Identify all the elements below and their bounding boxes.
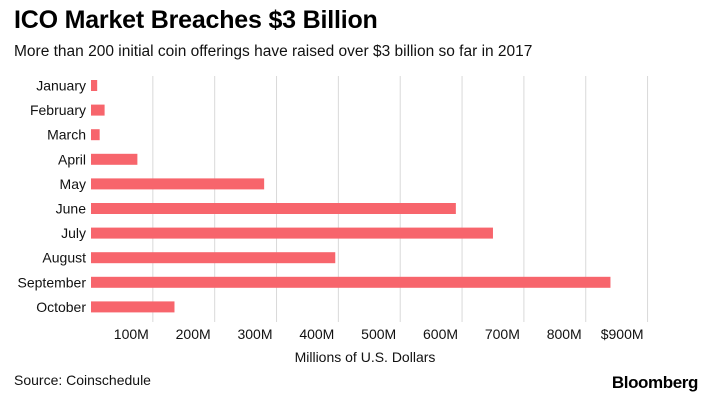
category-label-august: August: [42, 250, 86, 266]
x-tick-label: 500M: [361, 326, 396, 342]
bar-january: [91, 80, 98, 91]
bar-may: [91, 178, 265, 190]
category-label-may: May: [60, 176, 86, 192]
x-tick-label: 200M: [176, 326, 211, 342]
chart-title: ICO Market Breaches $3 Billion: [14, 6, 378, 34]
bar-september: [91, 276, 611, 288]
category-label-march: March: [47, 127, 86, 143]
x-tick-label: 700M: [485, 326, 520, 342]
category-label-september: September: [18, 274, 87, 290]
bar-august: [91, 252, 336, 264]
category-labels: January February March April May June July Augu…: [18, 78, 87, 315]
bars: [91, 80, 611, 313]
bar-march: [91, 129, 100, 141]
bar-february: [91, 104, 105, 116]
category-label-april: April: [58, 151, 86, 167]
bar-october: [91, 301, 175, 313]
x-axis-label: Millions of U.S. Dollars: [295, 349, 436, 365]
x-tick-label: $900M: [601, 326, 644, 342]
source-note: Source: Coinschedule: [14, 372, 151, 388]
bar-july: [91, 227, 493, 239]
x-tick-label: 100M: [114, 326, 149, 342]
bar-june: [91, 203, 456, 214]
bar-april: [91, 153, 138, 165]
brand-logo: Bloomberg: [611, 373, 699, 392]
tick-labels: 100M 200M 300M 400M 500M 600M 700M 800M $900M: [114, 326, 644, 342]
chart-subtitle: More than 200 initial coin offerings hav…: [14, 43, 533, 60]
x-tick-label: 600M: [423, 326, 458, 342]
x-tick-label: 400M: [299, 326, 334, 342]
x-tick-label: 800M: [547, 326, 582, 342]
category-label-june: June: [56, 201, 87, 217]
x-tick-label: 300M: [237, 326, 272, 342]
category-label-february: February: [30, 102, 86, 118]
category-label-january: January: [36, 78, 86, 94]
category-label-october: October: [36, 299, 86, 315]
category-label-july: July: [61, 225, 86, 241]
